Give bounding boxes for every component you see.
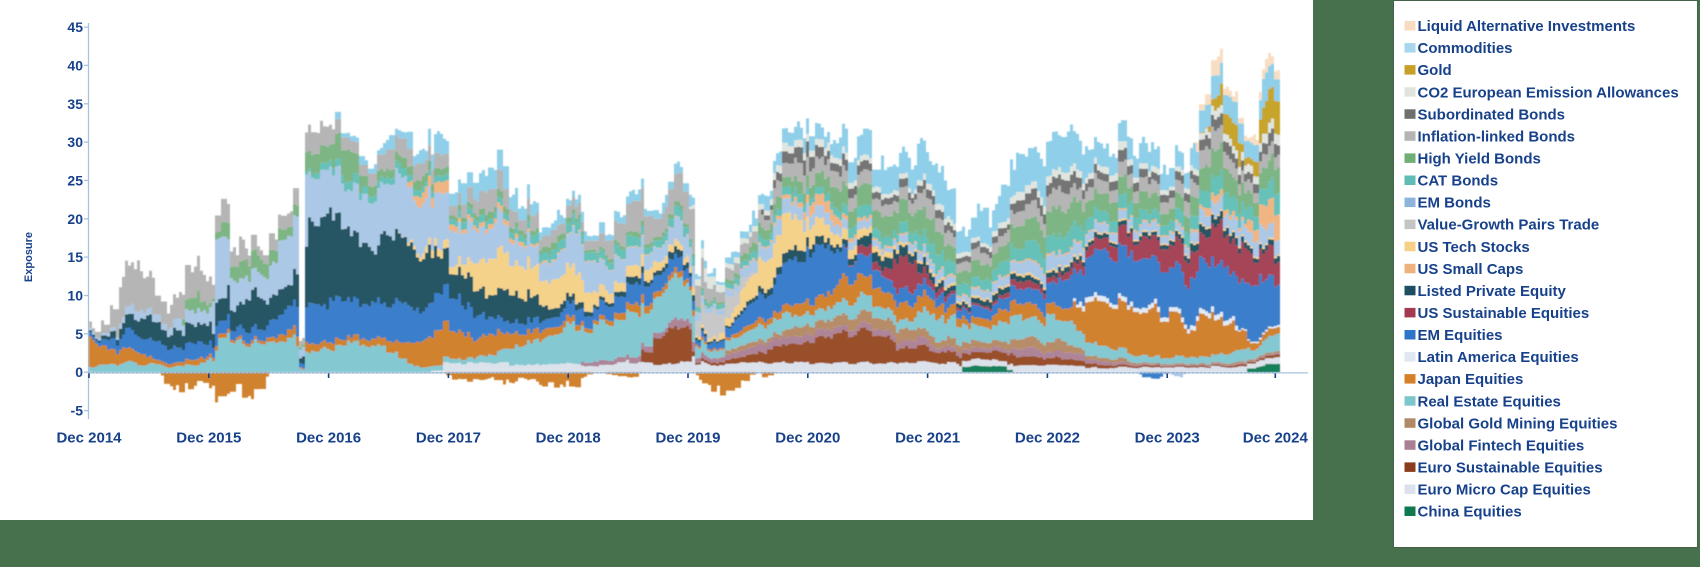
svg-text:15: 15: [67, 249, 83, 265]
svg-text:Global Fintech Equities: Global Fintech Equities: [1418, 437, 1585, 454]
svg-text:Value-Growth Pairs Trade: Value-Growth Pairs Trade: [1418, 217, 1600, 234]
svg-text:Latin America Equities: Latin America Equities: [1418, 349, 1579, 366]
svg-text:35: 35: [67, 96, 83, 112]
svg-text:Subordinated Bonds: Subordinated Bonds: [1418, 106, 1566, 123]
svg-text:Dec 2017: Dec 2017: [416, 430, 481, 447]
svg-text:Dec 2023: Dec 2023: [1135, 430, 1200, 447]
svg-text:High Yield Bonds: High Yield Bonds: [1418, 151, 1541, 168]
svg-text:US Sustainable Equities: US Sustainable Equities: [1418, 305, 1590, 322]
svg-text:CAT Bonds: CAT Bonds: [1418, 173, 1499, 190]
svg-text:EM Equities: EM Equities: [1418, 327, 1503, 344]
svg-text:Euro Micro Cap Equities: Euro Micro Cap Equities: [1418, 482, 1591, 499]
svg-text:Dec 2014: Dec 2014: [56, 430, 122, 447]
svg-text:Dec 2019: Dec 2019: [655, 430, 720, 447]
svg-text:Dec 2020: Dec 2020: [775, 430, 840, 447]
svg-text:Gold: Gold: [1418, 62, 1452, 79]
svg-text:Japan Equities: Japan Equities: [1418, 371, 1524, 388]
svg-text:Euro Sustainable Equities: Euro Sustainable Equities: [1418, 460, 1603, 477]
svg-text:Exposure: Exposure: [23, 232, 35, 282]
svg-text:Dec 2016: Dec 2016: [296, 430, 361, 447]
svg-text:-5: -5: [71, 403, 84, 419]
svg-text:25: 25: [67, 172, 83, 188]
svg-text:China Equities: China Equities: [1418, 504, 1522, 521]
svg-text:EM Bonds: EM Bonds: [1418, 195, 1491, 212]
svg-text:Dec 2015: Dec 2015: [176, 430, 241, 447]
svg-text:40: 40: [67, 57, 83, 73]
svg-text:10: 10: [67, 288, 83, 304]
svg-text:Real Estate Equities: Real Estate Equities: [1418, 393, 1561, 410]
svg-text:US Tech Stocks: US Tech Stocks: [1418, 239, 1530, 256]
svg-text:Commodities: Commodities: [1418, 40, 1513, 57]
svg-text:Inflation-linked Bonds: Inflation-linked Bonds: [1418, 129, 1576, 146]
svg-text:20: 20: [67, 211, 83, 227]
svg-text:Liquid Alternative Investments: Liquid Alternative Investments: [1418, 18, 1636, 35]
svg-text:US Small Caps: US Small Caps: [1418, 261, 1524, 278]
svg-text:45: 45: [67, 19, 83, 35]
svg-text:Listed Private Equity: Listed Private Equity: [1418, 283, 1567, 300]
svg-text:5: 5: [75, 326, 83, 342]
svg-text:CO2 European Emission Allowanc: CO2 European Emission Allowances: [1418, 84, 1679, 101]
svg-text:0: 0: [75, 364, 83, 380]
svg-text:Dec 2018: Dec 2018: [536, 430, 601, 447]
svg-text:Dec 2022: Dec 2022: [1015, 430, 1080, 447]
svg-text:Global Gold Mining Equities: Global Gold Mining Equities: [1418, 415, 1618, 432]
svg-text:Dec 2021: Dec 2021: [895, 430, 960, 447]
svg-text:Dec 2024: Dec 2024: [1243, 430, 1309, 447]
svg-text:30: 30: [67, 134, 83, 150]
